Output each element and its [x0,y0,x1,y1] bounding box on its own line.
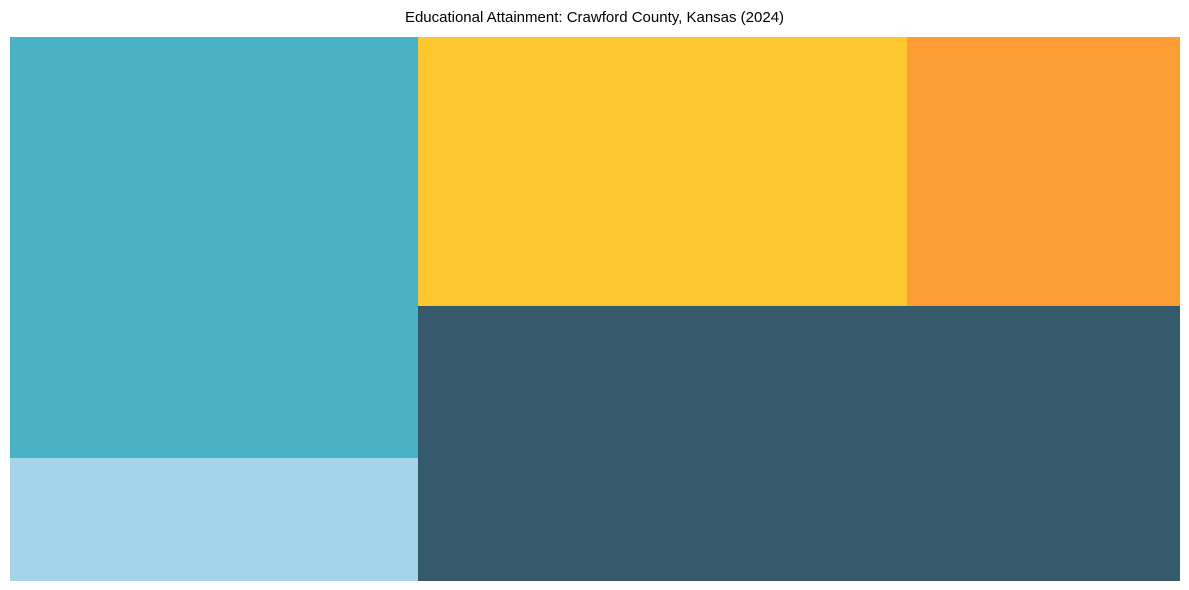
treemap-tile-teal[interactable] [10,37,418,458]
treemap-tile-dark-slate[interactable] [418,306,1180,581]
chart-title: Educational Attainment: Crawford County,… [404,9,785,26]
treemap-tile-orange[interactable] [907,37,1180,306]
treemap-plot [10,37,1180,581]
treemap-tile-yellow[interactable] [418,37,907,306]
treemap-tile-light-blue[interactable] [10,458,418,581]
